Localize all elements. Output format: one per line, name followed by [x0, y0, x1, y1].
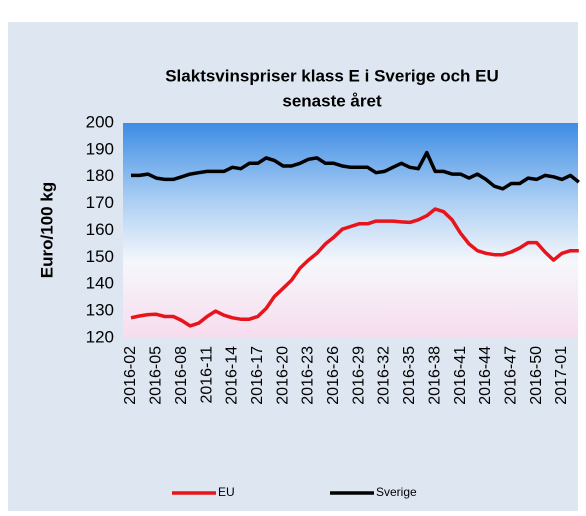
x-tick-label: 2016-32	[376, 346, 393, 405]
x-tick-label: 2016-35	[401, 346, 418, 405]
y-axis-label: Euro/100 kg	[37, 182, 56, 278]
legend-label: EU	[218, 485, 235, 499]
x-tick-label: 2017-01	[553, 346, 570, 405]
y-tick-label: 200	[86, 112, 114, 131]
x-tick-label: 2016-41	[452, 346, 469, 405]
y-tick-label: 120	[86, 327, 114, 346]
x-tick-label: 2016-26	[325, 346, 342, 405]
x-tick-label: 2016-11	[198, 346, 215, 404]
line-series	[131, 150, 580, 191]
x-tick-label: 2016-14	[224, 346, 241, 405]
x-tick-label: 2016-05	[148, 346, 165, 405]
y-tick-label: 160	[86, 220, 114, 239]
plot-area	[123, 123, 578, 338]
x-tick-label: 2016-50	[528, 346, 545, 405]
x-tick-label: 2016-47	[502, 346, 519, 405]
chart-title: senaste året	[282, 91, 382, 110]
y-tick-label: 140	[86, 274, 114, 293]
x-tick-label: 2016-38	[426, 346, 443, 405]
y-tick-label: 180	[86, 166, 114, 185]
y-tick-label: 170	[86, 193, 114, 212]
x-tick-label: 2016-23	[300, 346, 317, 405]
y-tick-label: 130	[86, 301, 114, 320]
chart-title: Slaktsvinspriser klass E i Sverige och E…	[165, 66, 499, 85]
legend-label: Sverige	[376, 485, 417, 499]
line-series	[130, 207, 579, 328]
x-tick-label: 2016-29	[350, 346, 367, 405]
x-tick-label: 2016-08	[173, 346, 190, 405]
y-tick-label: 150	[86, 247, 114, 266]
x-tick-label: 2016-17	[249, 346, 266, 405]
x-tick-label: 2016-44	[477, 346, 494, 405]
x-tick-label: 2016-20	[274, 346, 291, 405]
x-tick-label: 2016-02	[122, 346, 139, 405]
y-tick-label: 190	[86, 139, 114, 158]
